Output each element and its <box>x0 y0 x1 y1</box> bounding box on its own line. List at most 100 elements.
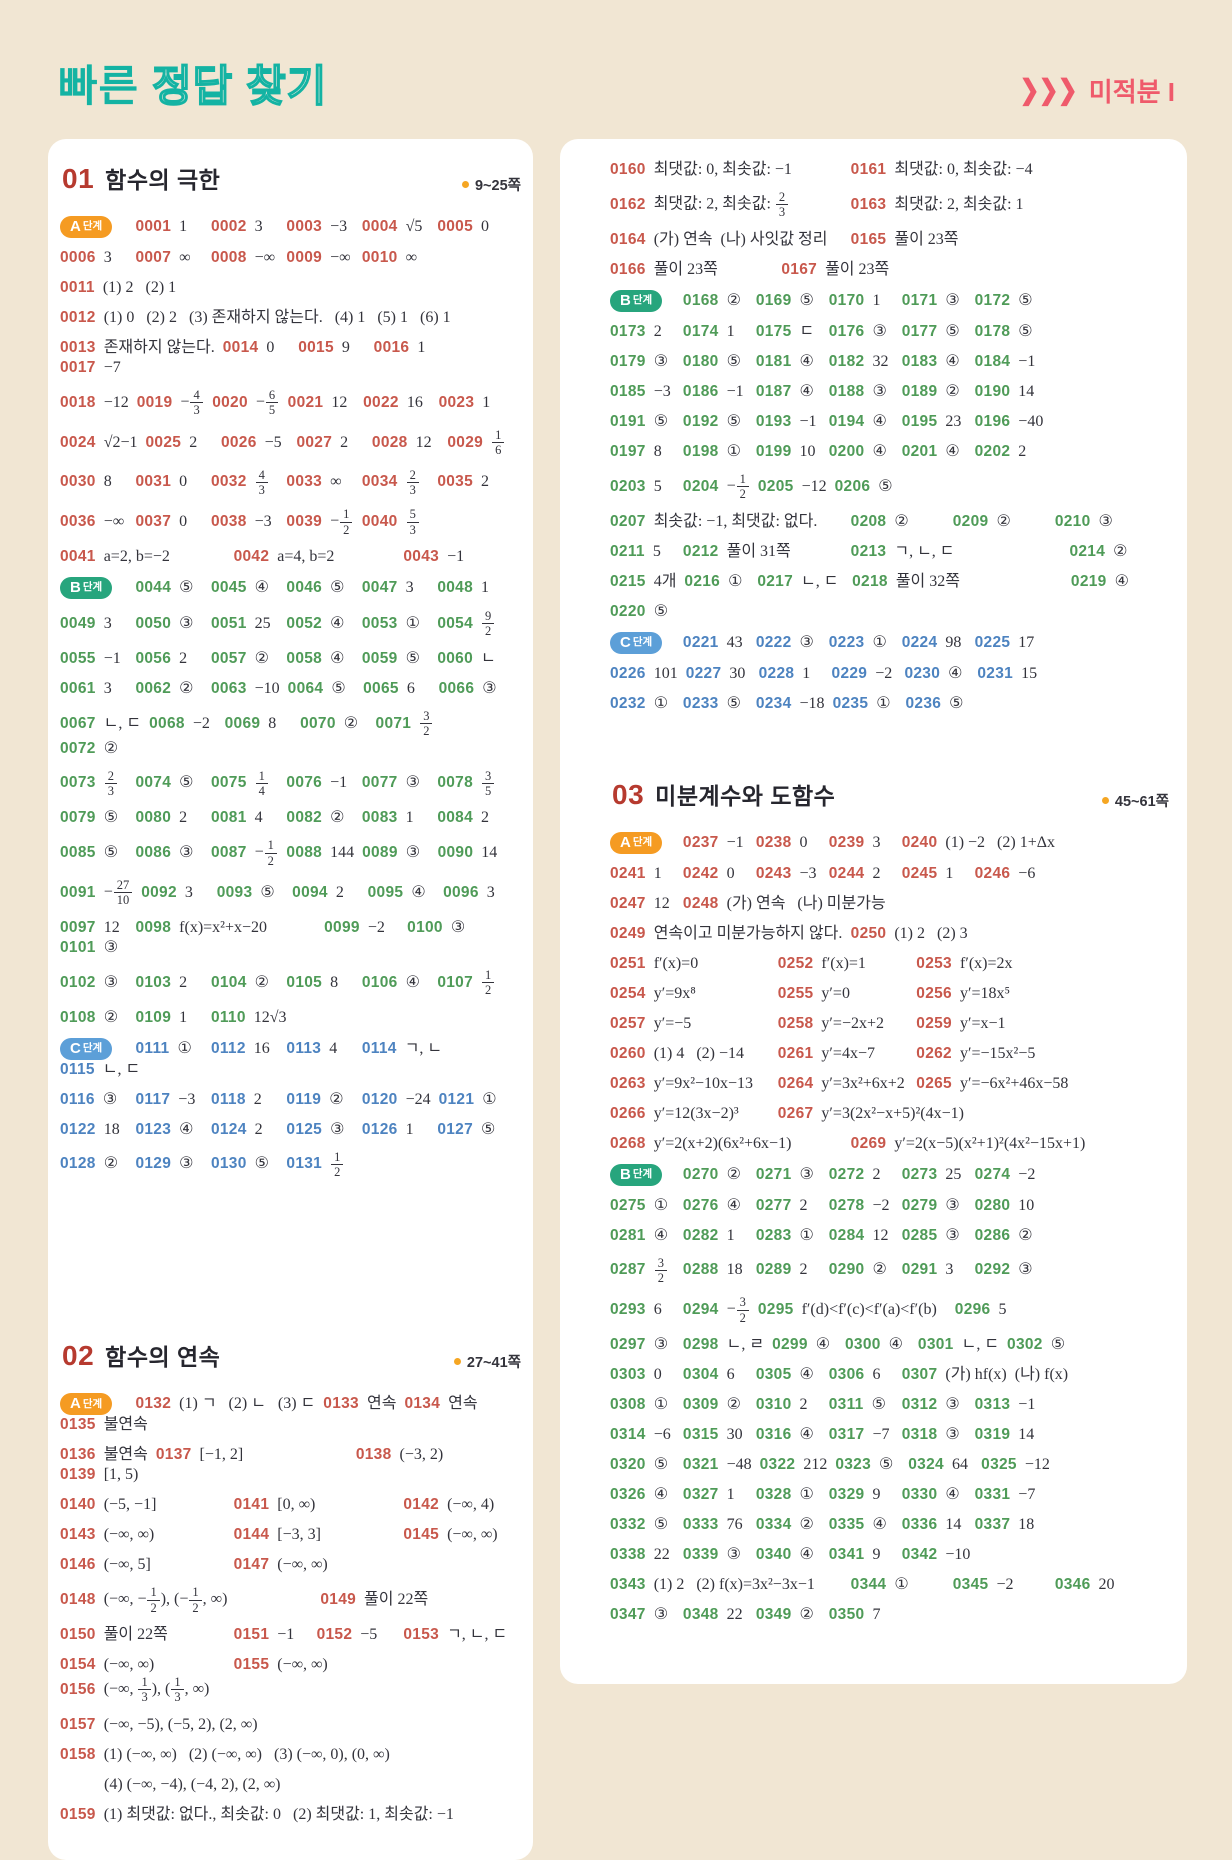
badge-letter: C <box>70 1039 81 1057</box>
item-answer: ④ <box>799 382 814 400</box>
item-answer: ③ <box>872 382 887 400</box>
answer-item: 0073 2 3 <box>60 769 135 799</box>
answer-item: 0141 [0, ∞) <box>234 1495 404 1515</box>
item-number: 0303 <box>610 1366 646 1383</box>
item-answer: f′(x)=1 <box>821 954 866 972</box>
answer-item: 0126 1 <box>362 1120 437 1140</box>
answer-row: A 단계 0001 1 0002 3 0003 −3 0004 √5 0005 0 <box>60 211 523 243</box>
item-answer: 14 <box>1018 382 1035 400</box>
item-number: 0120 <box>361 1090 398 1108</box>
item-number: 0053 <box>361 614 398 632</box>
item-answer: ㄴ, ㄷ <box>961 1336 1000 1353</box>
item-number: 0286 <box>974 1226 1011 1244</box>
item-number: 0043 <box>403 548 440 565</box>
answer-item: 0346 20 <box>1055 1575 1128 1595</box>
answer-item: 0116 ③ <box>60 1090 135 1110</box>
item-answer: −3 <box>653 382 671 400</box>
answer-item: 0017 −7 <box>60 358 135 378</box>
answer-item: 0332 ⑤ <box>610 1515 683 1535</box>
item-number: 0009 <box>286 249 323 266</box>
answer-item: 0102 ③ <box>60 973 135 993</box>
answer-item: 0212 풀이 31쪽 <box>683 542 851 562</box>
answer-row: 0049 3 0050 ③ 0051 25 0052 ④ 0053 ① 0054 9 2 <box>60 604 523 644</box>
answer-item: 0340 ④ <box>756 1545 829 1565</box>
item-number: 0095 <box>367 883 404 901</box>
item-number: 0325 <box>981 1456 1017 1473</box>
item-number: 0316 <box>755 1426 792 1443</box>
item-answer: 17 <box>1018 633 1035 651</box>
answer-item: 0026 −5 <box>221 433 296 453</box>
item-answer: ⑤ <box>653 412 669 430</box>
item-number: 0346 <box>1054 1576 1091 1593</box>
answer-item: 0310 2 <box>756 1395 829 1415</box>
right-panel: 0160 최댓값: 0, 최솟값: −1 0161 최댓값: 0, 최솟값: −4 01… <box>560 139 1187 1684</box>
answer-row: 0067 ㄴ, ㄷ 0068 −2 0069 8 0070 ② 0071 3 2 0072 ② <box>60 704 523 764</box>
item-number: 0221 <box>682 633 719 651</box>
answer-item: 0074 ⑤ <box>135 773 210 793</box>
item-answer: 22 <box>726 1606 743 1623</box>
answer-item: 0248 (가) 연속 (나) 미분가능 <box>683 894 902 914</box>
answer-item: 0177 ⑤ <box>902 322 975 342</box>
item-answer: 풀이 23쪽 <box>825 260 890 278</box>
answer-item: 0107 1 2 <box>437 968 512 998</box>
item-number: 0189 <box>901 382 938 400</box>
item-number: 0144 <box>233 1526 270 1544</box>
item-answer: ① <box>728 572 743 590</box>
item-number: 0143 <box>60 1526 96 1544</box>
item-number: 0199 <box>755 442 792 460</box>
item-number: 0037 <box>135 513 172 531</box>
item-number: 0232 <box>610 694 646 712</box>
item-answer: (−∞, ∞) <box>277 1556 328 1574</box>
item-number: 0333 <box>682 1516 719 1533</box>
item-number: 0304 <box>682 1366 719 1383</box>
item-answer: ④ <box>254 579 269 596</box>
answer-item: 0121 ① <box>439 1090 514 1110</box>
item-answer: 18 <box>103 1120 120 1138</box>
answer-item: 0344 ① <box>851 1575 953 1595</box>
item-answer: 1 <box>482 393 491 411</box>
item-number: 0312 <box>901 1396 938 1413</box>
item-answer: 14 <box>945 1516 962 1533</box>
item-answer: f′(d)<f′(c)<f′(a)<f′(b) <box>801 1301 937 1319</box>
item-number: 0114 <box>361 1039 397 1057</box>
left-panel-content: 01 함수의 극한 9~25쪽 A 단계 0001 1 0002 3 0003 −3 0004 √5 00… <box>48 139 533 1860</box>
answer-item: 0045 ④ <box>211 578 286 598</box>
stage-badge-cell: B 단계 <box>60 577 135 599</box>
answer-item: 0298 ㄴ, ㄹ <box>683 1335 772 1355</box>
answer-item: 0120 −24 <box>362 1090 439 1110</box>
stage-badge-b: B 단계 <box>60 577 113 599</box>
item-answer: ④ <box>945 1486 960 1503</box>
item-number: 0011 <box>60 279 95 296</box>
item-answer: y′=2(x−5)(x²+1)²(4x²−15x+1) <box>894 1134 1086 1152</box>
answer-item: 0283 ① <box>756 1226 829 1246</box>
item-answer: 풀이 23쪽 <box>653 260 718 278</box>
answer-item: 0274 −2 <box>975 1165 1048 1185</box>
badge-suffix: 단계 <box>82 220 103 233</box>
item-answer: 12 <box>103 918 120 936</box>
item-answer: ⑤ <box>879 1456 894 1473</box>
badge-letter: A <box>620 833 631 851</box>
answer-item: 0307 (가) hf(x) (나) f(x) <box>902 1365 1076 1385</box>
item-answer: ⑤ <box>799 291 814 309</box>
answer-item: 0014 0 <box>223 338 298 358</box>
item-number: 0197 <box>610 442 646 460</box>
item-answer: ① <box>482 1090 497 1108</box>
answer-row: 0166 풀이 23쪽 0167 풀이 23쪽 <box>610 255 1171 285</box>
item-number: 0200 <box>828 442 865 460</box>
answer-item: 0266 y′=12(3x−2)³ <box>610 1104 778 1124</box>
answer-item: 0230 ④ <box>904 664 977 684</box>
item-number: 0092 <box>141 883 177 901</box>
answer-row: A 단계 0237 −1 0238 0 0239 3 0240 (1) −2 (2) 1+Δx <box>610 827 1171 859</box>
answer-item: 0143 (−∞, ∞) <box>60 1525 234 1545</box>
answer-item: 0261 y′=4x−7 <box>778 1044 917 1064</box>
item-number: 0347 <box>610 1606 646 1623</box>
item-number: 0105 <box>286 973 323 991</box>
item-number: 0062 <box>135 679 172 697</box>
item-number: 0085 <box>60 844 96 862</box>
fraction-numerator: 6 <box>265 388 279 404</box>
